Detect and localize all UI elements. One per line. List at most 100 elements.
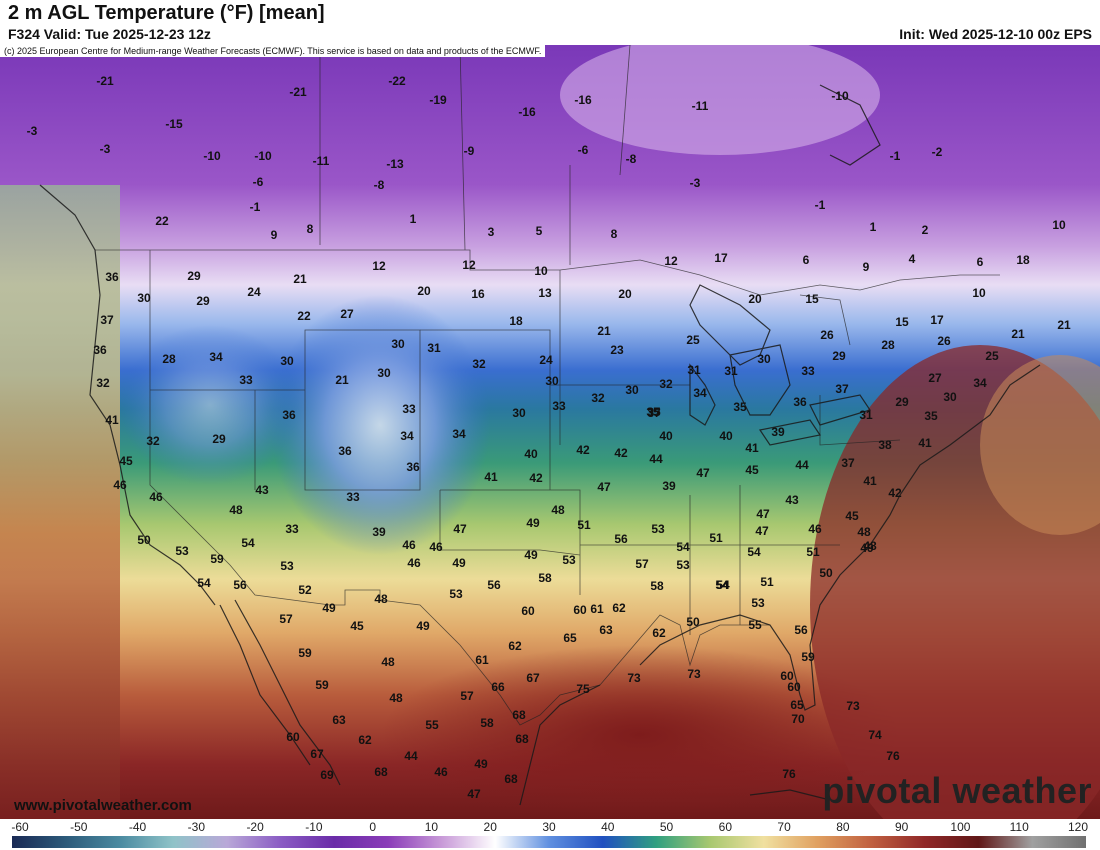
temperature-value: 60 [573, 603, 587, 617]
colorbar-tick: 0 [369, 820, 376, 834]
temperature-value: 6 [802, 253, 810, 267]
temperature-value: 44 [404, 749, 418, 763]
temperature-value: 49 [860, 541, 874, 555]
temperature-value: 67 [526, 671, 540, 685]
temperature-value: 48 [857, 525, 871, 539]
temperature-value: 74 [868, 728, 882, 742]
temperature-value: 40 [659, 429, 673, 443]
temperature-value: -10 [254, 149, 272, 163]
temperature-value: 47 [453, 522, 467, 536]
temperature-value: 56 [487, 578, 501, 592]
temperature-value: -9 [463, 144, 475, 158]
temperature-field [0, 45, 1100, 819]
temperature-value: 27 [340, 307, 354, 321]
temperature-value: 30 [391, 337, 405, 351]
header: 2 m AGL Temperature (°F) [mean] F324 Val… [0, 0, 1100, 45]
temperature-value: -15 [165, 117, 183, 131]
temperature-value: -8 [373, 178, 385, 192]
website-text[interactable]: www.pivotalweather.com [14, 797, 192, 814]
temperature-value: 30 [943, 390, 957, 404]
temperature-value: -6 [252, 175, 264, 189]
colorbar-tick: 40 [601, 820, 615, 834]
temperature-value: 60 [286, 730, 300, 744]
temperature-value: 39 [771, 425, 785, 439]
colorbar-tick: -30 [187, 820, 205, 834]
temperature-value: -10 [831, 89, 849, 103]
temperature-value: 35 [646, 405, 660, 419]
temperature-value: 34 [400, 429, 414, 443]
temperature-value: 56 [614, 532, 628, 546]
temperature-value: 30 [545, 374, 559, 388]
temperature-value: 42 [576, 443, 590, 457]
temperature-value: 24 [247, 285, 261, 299]
temperature-value: 30 [757, 352, 771, 366]
temperature-value: 1 [869, 220, 877, 234]
temperature-value: 39 [662, 479, 676, 493]
colorbar-tick: -50 [70, 820, 88, 834]
temperature-value: 53 [175, 544, 189, 558]
temperature-value: 54 [716, 578, 730, 592]
temperature-value: 69 [320, 768, 334, 782]
temperature-value: 38 [878, 438, 892, 452]
map-title: 2 m AGL Temperature (°F) [mean] [8, 2, 325, 24]
temperature-value: 63 [599, 623, 613, 637]
temperature-value: 60 [521, 604, 535, 618]
temperature-value: -3 [26, 124, 38, 138]
temperature-value: 54 [197, 576, 211, 590]
colorbar: -60 -50 -40 -30 -20 -10 0 10 20 30 40 50 60 70 80 90 100… [0, 819, 1100, 850]
temperature-value: -3 [689, 176, 701, 190]
temperature-value: 65 [790, 698, 804, 712]
temperature-value: 49 [416, 619, 430, 633]
temperature-value: 25 [985, 349, 999, 363]
temperature-value: -19 [429, 93, 447, 107]
temperature-value: 12 [372, 259, 386, 273]
temperature-value: 12 [462, 258, 476, 272]
temperature-value: 75 [576, 682, 590, 696]
temperature-value: -1 [889, 149, 901, 163]
temperature-value: 63 [332, 713, 346, 727]
temperature-value: 68 [515, 732, 529, 746]
temperature-value: 25 [686, 333, 700, 347]
temperature-value: 15 [895, 315, 909, 329]
temperature-value: 32 [659, 377, 673, 391]
temperature-value: 54 [676, 540, 690, 554]
temperature-value: 53 [280, 559, 294, 573]
temperature-value: 8 [610, 227, 618, 241]
temperature-value: -11 [312, 154, 330, 168]
temperature-value: 49 [322, 601, 336, 615]
temperature-value: 49 [526, 516, 540, 530]
temperature-value: 62 [358, 733, 372, 747]
temperature-value: -21 [289, 85, 307, 99]
temperature-value: 60 [780, 669, 794, 683]
temperature-value: 49 [452, 556, 466, 570]
temperature-value: 49 [474, 757, 488, 771]
temperature-value: 42 [529, 471, 543, 485]
temperature-value: 44 [649, 452, 663, 466]
temperature-value: 57 [460, 689, 474, 703]
temperature-value: -21 [96, 74, 114, 88]
colorbar-gradient [12, 836, 1086, 848]
temperature-value: 34 [693, 386, 707, 400]
temperature-value: 27 [928, 371, 942, 385]
temperature-value: 33 [346, 490, 360, 504]
temperature-value: 18 [509, 314, 523, 328]
temperature-value: 31 [859, 408, 873, 422]
temperature-value: -16 [574, 93, 592, 107]
temperature-value: 21 [293, 272, 307, 286]
temperature-value: 41 [484, 470, 498, 484]
temperature-value: -1 [249, 200, 261, 214]
temperature-value: 62 [508, 639, 522, 653]
temperature-value: 68 [512, 708, 526, 722]
temperature-value: 73 [846, 699, 860, 713]
temperature-value: 50 [137, 533, 151, 547]
pivotal-weather-logo: pivotal weather [822, 770, 1092, 811]
temperature-value: 33 [239, 373, 253, 387]
temperature-value: 47 [756, 507, 770, 521]
temperature-value: 32 [472, 357, 486, 371]
temperature-value: 30 [280, 354, 294, 368]
temperature-value: 30 [625, 383, 639, 397]
temperature-value: 21 [1011, 327, 1025, 341]
temperature-value: 53 [651, 522, 665, 536]
temperature-value: 76 [782, 767, 796, 781]
temperature-value: 73 [627, 671, 641, 685]
